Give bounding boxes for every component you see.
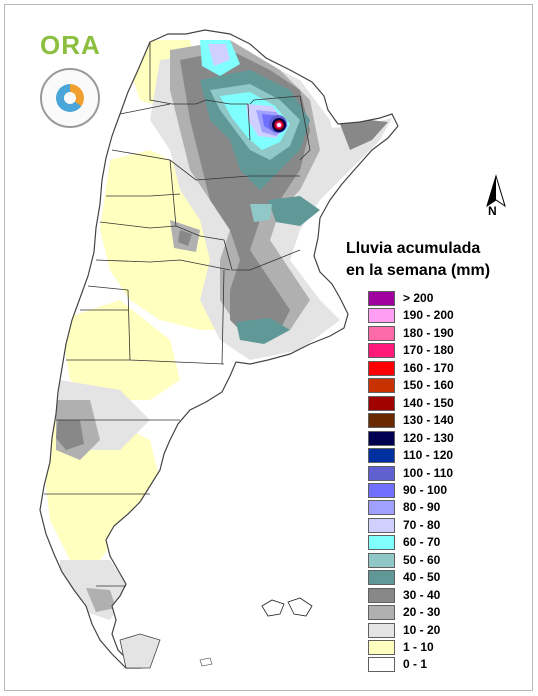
legend-item: 90 - 100 (368, 482, 508, 499)
legend-label: 90 - 100 (403, 482, 448, 497)
legend-swatch (368, 413, 395, 429)
legend-item: 100 - 110 (368, 465, 508, 482)
legend-item: 20 - 30 (368, 604, 508, 621)
legend-label: 170 - 180 (403, 343, 454, 358)
legend-swatch (368, 517, 395, 533)
legend-label: 190 - 200 (403, 308, 454, 323)
legend-swatch (368, 657, 395, 673)
legend-item: 110 - 120 (368, 447, 508, 464)
logo-area: ORA (34, 28, 114, 138)
north-label: N (488, 204, 497, 218)
legend-swatch (368, 640, 395, 655)
legend-label: 120 - 130 (403, 430, 454, 445)
legend-swatch (368, 343, 395, 359)
legend-item: 80 - 90 (368, 499, 508, 516)
legend-label: 70 - 80 (403, 517, 441, 532)
legend-label: 0 - 1 (403, 657, 428, 672)
legend-label: 150 - 160 (403, 378, 454, 393)
legend-swatch (368, 325, 395, 341)
legend-item: 190 - 200 (368, 307, 508, 324)
north-arrow-icon (486, 174, 506, 208)
legend-label: 160 - 170 (403, 360, 454, 375)
legend-swatch (368, 622, 395, 638)
legend-label: 140 - 150 (403, 395, 454, 410)
legend-label: 30 - 40 (403, 587, 441, 602)
legend-label: 40 - 50 (403, 570, 441, 585)
legend-item: 40 - 50 (368, 569, 508, 586)
legend-item: 0 - 1 (368, 656, 508, 673)
legend-item: 130 - 140 (368, 412, 508, 429)
legend-swatch (368, 482, 395, 498)
legend-item: 180 - 190 (368, 325, 508, 342)
legend-swatch (368, 291, 395, 306)
legend-swatch (368, 360, 395, 376)
legend-label: > 200 (403, 291, 434, 305)
legend-item: 120 - 130 (368, 430, 508, 447)
legend-item: 60 - 70 (368, 534, 508, 551)
legend-label: 180 - 190 (403, 325, 454, 340)
legend-swatch (368, 395, 395, 411)
legend-label: 100 - 110 (403, 465, 454, 480)
legend-item: 70 - 80 (368, 517, 508, 534)
legend-label: 60 - 70 (403, 535, 441, 550)
legend-item: 1 - 10 (368, 639, 508, 656)
legend-swatch (368, 570, 395, 586)
legend-label: 50 - 60 (403, 552, 441, 567)
legend-swatch (368, 552, 395, 568)
legend-swatch (368, 535, 395, 551)
legend-item: 50 - 60 (368, 552, 508, 569)
legend-item: 140 - 150 (368, 395, 508, 412)
legend-item: 30 - 40 (368, 587, 508, 604)
legend-swatch (368, 378, 395, 394)
ora-logo: ORA (40, 30, 101, 60)
legend-swatch (368, 587, 395, 603)
legend-title-line2: en la semana (mm) (346, 262, 491, 279)
legend-label: 10 - 20 (403, 622, 441, 637)
legend-swatch (368, 605, 395, 621)
legend-item: 170 - 180 (368, 342, 508, 359)
seal-emblem-icon (56, 84, 84, 112)
legend-swatch (368, 500, 395, 516)
legend-swatch (368, 430, 395, 446)
legend-swatch (368, 448, 395, 464)
legend-swatch (368, 465, 395, 481)
legend-label: 20 - 30 (403, 605, 441, 620)
legend-title: Lluvia acumulada en la semana (mm) (346, 238, 490, 282)
legend-title-line1: Lluvia acumulada (346, 240, 481, 257)
legend-item: 160 - 170 (368, 360, 508, 377)
legend-item: 150 - 160 (368, 377, 508, 394)
legend-item: 10 - 20 (368, 622, 508, 639)
smn-seal-logo (40, 68, 100, 128)
legend-item: > 200 (368, 290, 508, 307)
legend-label: 110 - 120 (403, 448, 454, 463)
legend-label: 80 - 90 (403, 500, 441, 515)
legend-swatch (368, 308, 395, 324)
legend-label: 130 - 140 (403, 413, 454, 428)
legend-label: 1 - 10 (403, 640, 434, 654)
